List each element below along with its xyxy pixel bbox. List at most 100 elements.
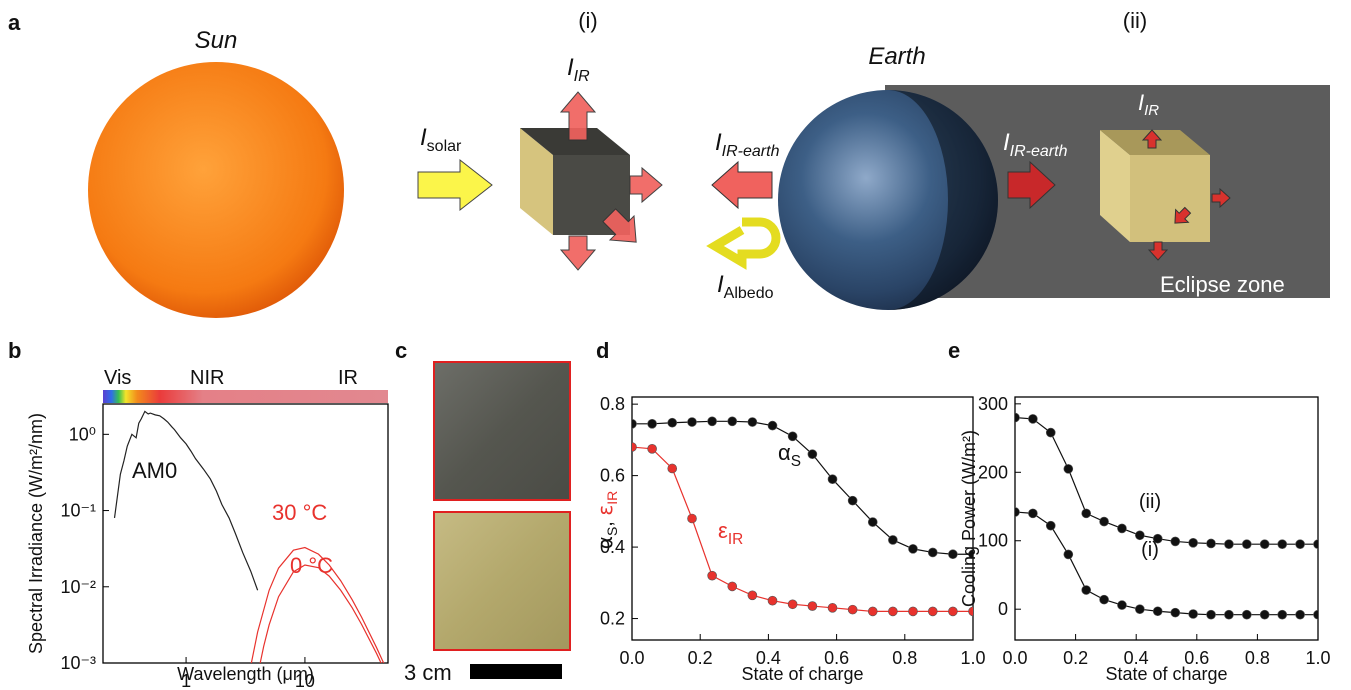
series-label: 0 °C: [290, 553, 333, 578]
series-label: (ii): [1139, 491, 1161, 513]
eclipse-label: Eclipse zone: [1160, 272, 1285, 297]
marker: [1028, 509, 1037, 518]
marker: [908, 607, 917, 616]
marker: [828, 603, 837, 612]
marker: [1278, 540, 1287, 549]
marker: [1296, 540, 1305, 549]
marker: [628, 443, 637, 452]
marker: [1100, 595, 1109, 604]
marker: [1314, 540, 1323, 549]
band-label: IR: [338, 367, 358, 389]
label-part: IR: [604, 491, 620, 505]
flux-label: Isolar: [420, 124, 462, 155]
series-line: [632, 447, 973, 611]
series-name: 30 °C: [272, 500, 327, 525]
y-tick-label: 10⁻²: [60, 577, 96, 597]
series-name: (ii): [1139, 491, 1161, 513]
series-line: [258, 565, 388, 678]
scale-label: 3 cm: [404, 660, 452, 685]
series-name: 0 °C: [290, 553, 333, 578]
marker: [848, 605, 857, 614]
x-tick-label: 0.0: [619, 648, 644, 668]
subscript: solar: [427, 138, 462, 155]
y-axis-label: Spectral Irradiance (W/m²/nm): [26, 413, 46, 654]
plot-area: [115, 411, 388, 677]
series-label: (i): [1141, 539, 1159, 561]
band-label: NIR: [190, 367, 224, 389]
marker: [808, 450, 817, 459]
albedo-arrow: [715, 222, 776, 262]
y-tick-label: 100: [978, 531, 1008, 551]
spectrum-bar: [103, 390, 388, 403]
marker: [1314, 610, 1323, 619]
series-name: ε: [718, 518, 728, 543]
marker: [1242, 610, 1251, 619]
marker: [948, 607, 957, 616]
series-line: [1015, 418, 1318, 545]
series-line: [632, 421, 973, 554]
case-label: (ii): [1123, 8, 1147, 33]
earth-ir-arrow: [712, 162, 772, 208]
series-line: [1015, 512, 1318, 615]
subscript: IR: [1144, 102, 1159, 119]
marker: [1242, 540, 1251, 549]
marker: [648, 419, 657, 428]
marker: [768, 596, 777, 605]
cube-face: [1130, 155, 1210, 242]
marker: [928, 548, 937, 557]
series-line: [115, 411, 258, 590]
emission-arrow: [561, 236, 595, 270]
marker: [848, 496, 857, 505]
scale-bar: [470, 664, 562, 679]
plot-area: [628, 417, 978, 616]
plot-area: [1011, 413, 1323, 619]
marker: [1278, 610, 1287, 619]
marker: [1135, 605, 1144, 614]
y-tick-label: 10⁰: [69, 424, 96, 444]
marker: [1082, 586, 1091, 595]
y-tick-label: 10⁻¹: [60, 501, 96, 521]
y-tick-label: 0.8: [600, 394, 625, 414]
marker: [628, 419, 637, 428]
marker: [768, 421, 777, 430]
marker: [1224, 540, 1233, 549]
marker: [888, 607, 897, 616]
x-axis-label: State of charge: [1105, 664, 1227, 684]
marker: [1153, 607, 1162, 616]
x-tick-label: 1.0: [960, 648, 985, 668]
marker: [1011, 507, 1020, 516]
solar-arrow: [418, 160, 492, 210]
y-tick-label: 0.2: [600, 609, 625, 629]
marker: [828, 475, 837, 484]
series-label: αS: [778, 440, 801, 470]
subscript: IR-earth: [722, 143, 780, 160]
marker: [868, 607, 877, 616]
marker: [688, 514, 697, 523]
x-axis-label: State of charge: [741, 664, 863, 684]
panel-label: a: [8, 10, 21, 35]
marker: [668, 418, 677, 427]
marker: [1207, 539, 1216, 548]
label-part: ,: [595, 516, 617, 527]
marker: [1011, 413, 1020, 422]
marker: [748, 591, 757, 600]
x-tick-label: 0.2: [1063, 648, 1088, 668]
marker: [688, 418, 697, 427]
marker: [728, 417, 737, 426]
marker: [1064, 464, 1073, 473]
marker: [868, 518, 877, 527]
series-name-sub: S: [791, 453, 801, 470]
band-label: Vis: [104, 367, 131, 389]
x-tick-label: 0.8: [892, 648, 917, 668]
panel-label: c: [395, 338, 407, 363]
emission-arrow: [630, 168, 662, 202]
panel-label: e: [948, 338, 960, 363]
marker: [708, 417, 717, 426]
y-axis-label: Cooling Power (W/m²): [959, 430, 979, 607]
marker: [808, 602, 817, 611]
series-label: AM0: [132, 458, 177, 483]
marker: [1224, 610, 1233, 619]
figure: a b c d e Sun (i) (ii) Isolar IIR IIR-ea…: [0, 0, 1351, 690]
marker: [1171, 608, 1180, 617]
marker: [1117, 601, 1126, 610]
